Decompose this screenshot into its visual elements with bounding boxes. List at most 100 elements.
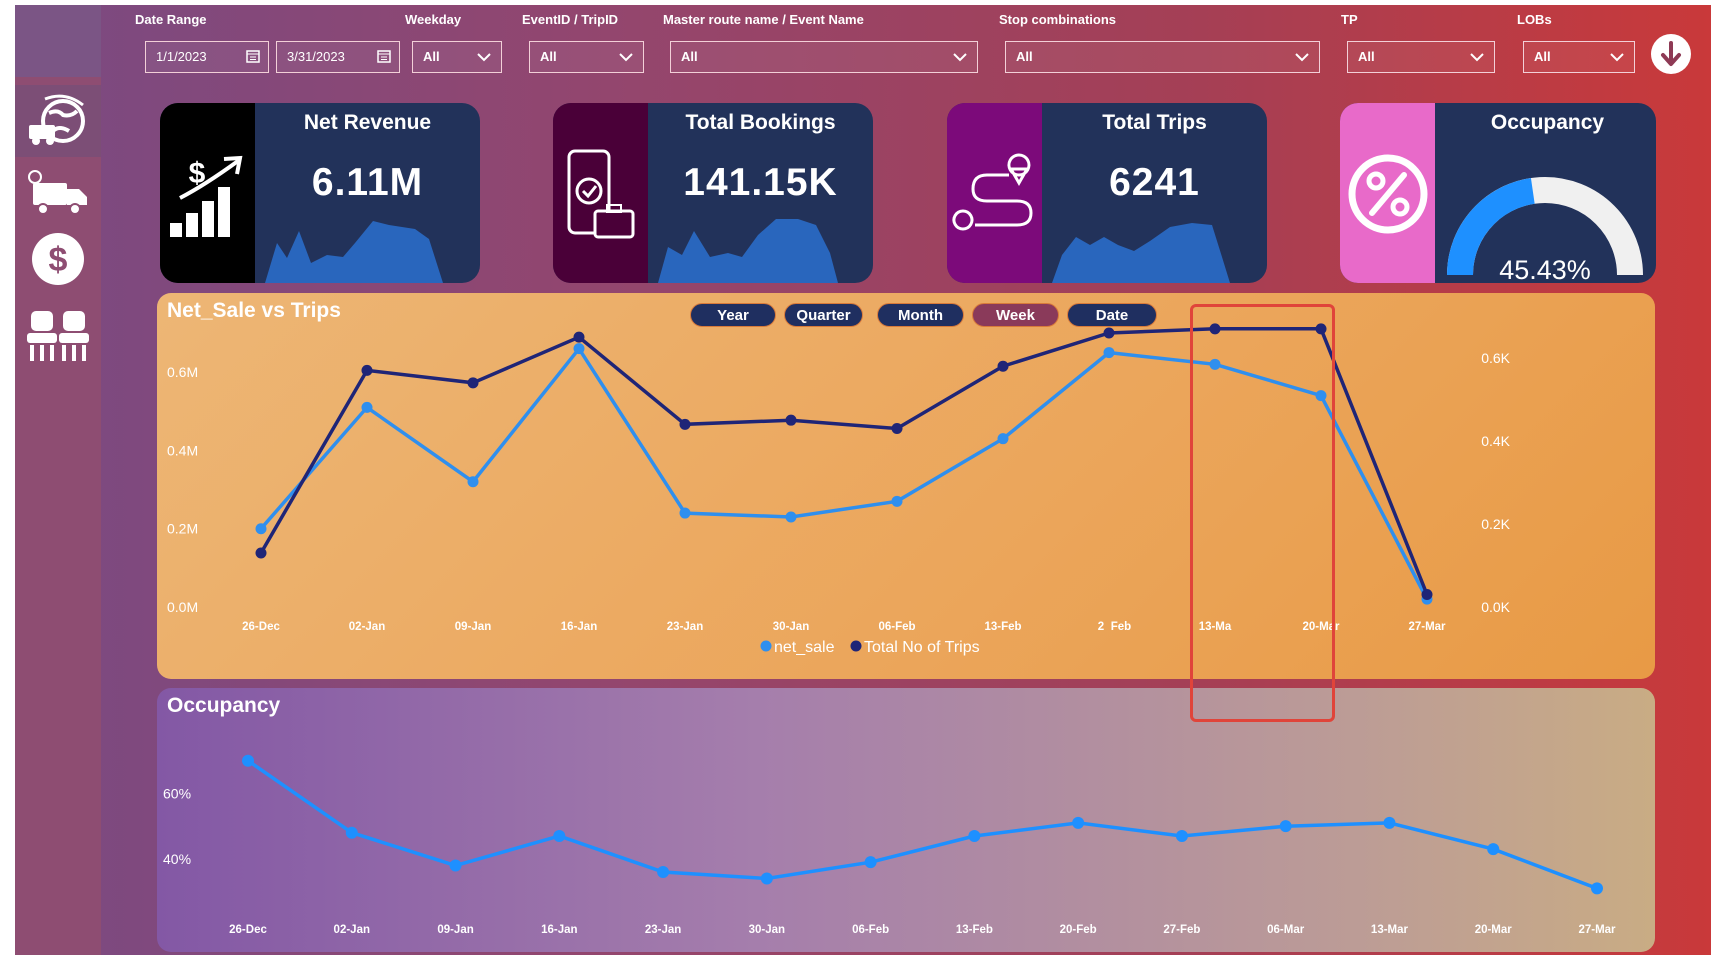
weekday-value: All	[423, 49, 440, 64]
occupancy-gauge: 45.43%	[1447, 177, 1643, 283]
data-point	[345, 826, 358, 839]
weekday-dropdown[interactable]: All	[412, 41, 502, 73]
x-tick-label: Feb	[1111, 621, 1131, 633]
legend-marker-trips	[850, 640, 862, 652]
x-tick-label: 30-Jan	[749, 924, 785, 936]
data-point	[573, 343, 585, 355]
percent-icon	[1348, 154, 1428, 234]
x-tick-label: 13-Mar	[1371, 924, 1409, 936]
legend-label-net-sale: net_sale	[774, 639, 835, 656]
route-pin-icon	[952, 153, 1033, 231]
data-point	[679, 418, 691, 430]
chart2-plot: 40% 60% 26-Dec 02-Jan 09-Jan 16-Jan 23-Jan 30-J…	[163, 754, 1616, 936]
granularity-month-button[interactable]: Month	[877, 303, 964, 327]
granularity-week-button[interactable]: Week	[972, 303, 1059, 327]
y-right-tick-label: 0.0K	[1481, 599, 1510, 615]
x-tick-label: 13-Feb	[956, 924, 993, 936]
data-point	[891, 495, 903, 507]
data-point	[1383, 816, 1396, 829]
occupancy-title: Occupancy	[1490, 111, 1605, 134]
date-end-input[interactable]: 3/31/2023	[276, 41, 400, 73]
bookings-icon-block	[553, 103, 648, 283]
tp-dropdown[interactable]: All	[1347, 41, 1495, 73]
tp-value: All	[1358, 49, 1375, 64]
total-bookings-value: 141.15K	[683, 161, 838, 204]
x-tick-label: 16-Jan	[541, 924, 577, 936]
granularity-date-button[interactable]: Date	[1067, 303, 1157, 327]
date-start-value: 1/1/2023	[156, 49, 207, 64]
weekday-label: Weekday	[405, 12, 462, 27]
net-sale-vs-trips-chart: Net_Sale vs Trips Year Quarter Month Wee…	[157, 293, 1655, 679]
y-left-tick-label: 0.6M	[167, 364, 198, 380]
y-left-tick-label: 0.0M	[167, 599, 198, 615]
data-point	[1591, 882, 1603, 895]
chevron-down-icon	[953, 53, 967, 62]
y-left-tick-label: 0.2M	[167, 521, 198, 537]
y-tick-label: 60%	[163, 785, 191, 801]
legend-marker-net-sale	[760, 640, 772, 652]
total-bookings-title: Total Bookings	[685, 111, 836, 134]
download-icon[interactable]	[1651, 34, 1691, 74]
data-point	[864, 856, 877, 869]
date-start-input[interactable]: 1/1/2023	[145, 41, 269, 73]
data-point	[1103, 347, 1115, 359]
svg-text:$: $	[189, 157, 206, 190]
trips-sparkline	[1052, 223, 1230, 283]
x-tick-label: 06-Feb	[852, 924, 889, 936]
x-tick-label: 20-Mar	[1302, 621, 1340, 633]
net-revenue-title: Net Revenue	[303, 111, 432, 134]
calendar-icon[interactable]	[377, 49, 391, 63]
granularity-year-button[interactable]: Year	[690, 303, 776, 327]
seats-icon[interactable]	[25, 305, 91, 365]
y-right-tick-label: 0.4K	[1481, 433, 1510, 449]
x-tick-label: 06-Feb	[878, 621, 915, 633]
data-point	[679, 507, 691, 519]
calendar-icon[interactable]	[246, 49, 260, 63]
data-point	[785, 414, 797, 426]
x-tick-label: 27-Mar	[1408, 621, 1446, 633]
trips-icon-block	[947, 103, 1042, 283]
x-tick-label: 27-Feb	[1163, 924, 1200, 936]
global-transport-icon[interactable]	[25, 91, 91, 151]
occupancy-value: 45.43%	[1499, 255, 1591, 283]
series-line-total-no-of-trips	[259, 327, 1429, 596]
lobs-label: LOBs	[1517, 12, 1552, 27]
stops-value: All	[1016, 49, 1033, 64]
chart1-title: Net_Sale vs Trips	[167, 299, 341, 322]
data-point	[1072, 816, 1085, 829]
data-point	[1279, 820, 1292, 833]
data-point	[657, 866, 670, 878]
total-trips-value: 6241	[1109, 161, 1200, 204]
total-bookings-card: Total Bookings 141.15K	[553, 103, 873, 283]
x-tick-label: 02-Jan	[334, 924, 370, 936]
x-tick-label: 30-Jan	[773, 621, 809, 633]
chevron-down-icon	[619, 53, 633, 62]
bookings-sparkline	[658, 219, 838, 283]
x-tick-label: 27-Mar	[1578, 924, 1616, 936]
chart2-title: Occupancy	[167, 694, 281, 717]
lobs-value: All	[1534, 49, 1551, 64]
data-point	[1421, 589, 1433, 601]
chevron-down-icon	[1470, 53, 1484, 62]
event-id-value: All	[540, 49, 557, 64]
date-range-label: Date Range	[135, 12, 207, 27]
route-dropdown[interactable]: All	[670, 41, 978, 73]
x-tick-label: 06-Mar	[1267, 924, 1305, 936]
granularity-quarter-button[interactable]: Quarter	[784, 303, 863, 327]
route-label: Master route name / Event Name	[663, 12, 864, 27]
stops-dropdown[interactable]: All	[1005, 41, 1320, 73]
occupancy-gauge-fill	[1447, 178, 1536, 276]
chevron-down-icon	[1610, 53, 1624, 62]
lobs-dropdown[interactable]: All	[1523, 41, 1635, 73]
series-line-occupancy	[247, 759, 1598, 891]
event-id-dropdown[interactable]: All	[529, 41, 644, 73]
delivery-truck-icon[interactable]	[25, 165, 91, 225]
data-point	[553, 830, 566, 842]
date-end-value: 3/31/2023	[287, 49, 345, 64]
y-left-tick-label: 0.4M	[167, 442, 198, 458]
data-point	[361, 401, 373, 413]
sidebar: $	[15, 5, 101, 955]
x-tick-label: 26-Dec	[229, 924, 267, 936]
dollar-icon[interactable]: $	[25, 229, 91, 289]
x-tick-label: 20-Mar	[1475, 924, 1513, 936]
